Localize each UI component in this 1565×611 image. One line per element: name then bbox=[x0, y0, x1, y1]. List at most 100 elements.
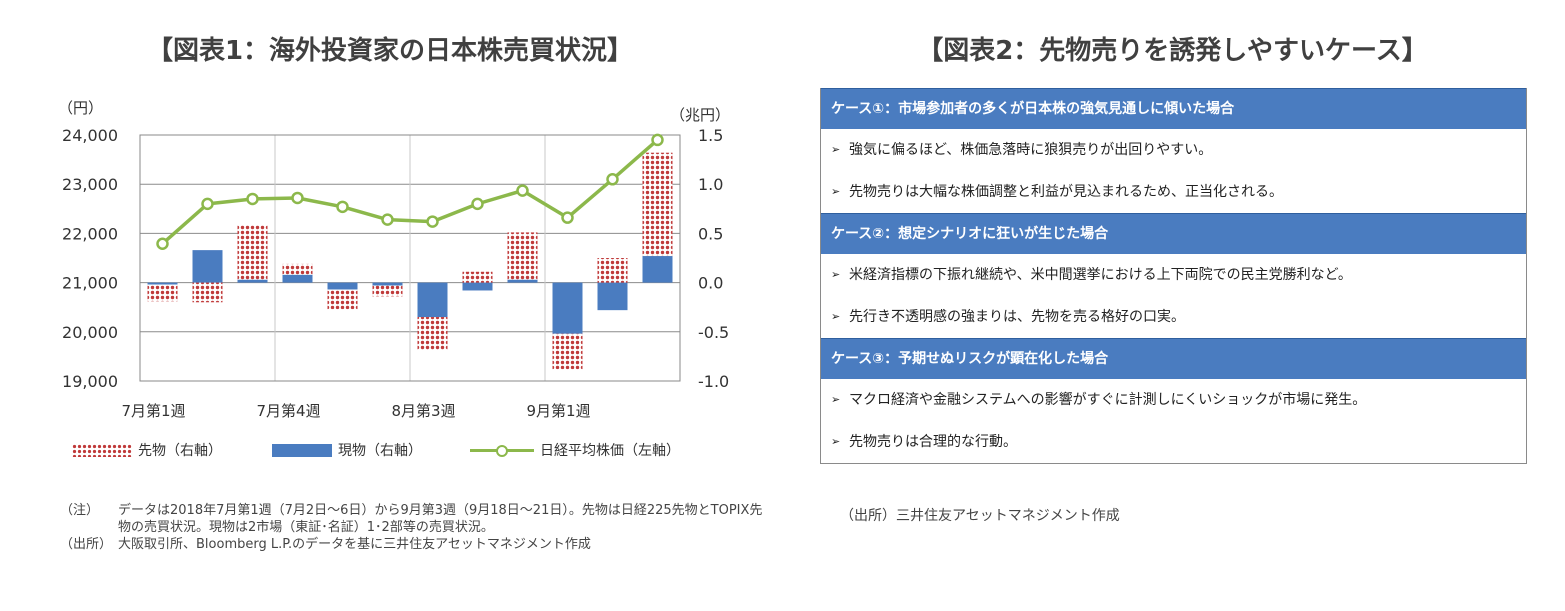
spot-bar bbox=[417, 282, 448, 318]
left-tick-label: 21,000 bbox=[62, 274, 118, 293]
futures-bar bbox=[372, 285, 403, 297]
arrow-bullet-icon: ➢ bbox=[831, 310, 841, 323]
right-tick-label: 0.0 bbox=[698, 274, 723, 293]
left-tick-label: 20,000 bbox=[62, 323, 118, 342]
spot-bar bbox=[282, 274, 313, 283]
futures-bar bbox=[552, 333, 583, 370]
legend-nikkei-label: 日経平均株価（左軸） bbox=[540, 443, 680, 459]
nikkei-point bbox=[651, 133, 664, 147]
futures-bar bbox=[237, 225, 268, 280]
left-tick-label: 22,000 bbox=[62, 224, 118, 243]
left-tick-label: 19,000 bbox=[62, 372, 118, 391]
x-tick-label: 7月第4週 bbox=[256, 402, 320, 420]
spot-bar bbox=[372, 282, 403, 286]
source-text: 大阪取引所、Bloomberg L.P.のデータを基に三井住友アセットマネジメン… bbox=[118, 537, 591, 552]
figure2-source: （出所）三井住友アセットマネジメント作成 bbox=[840, 508, 1120, 524]
x-tick-label: 9月第1週 bbox=[526, 402, 590, 420]
right-tick-label: -0.5 bbox=[698, 323, 729, 342]
x-tick-label: 8月第3週 bbox=[391, 402, 455, 420]
futures-bar bbox=[192, 282, 223, 303]
case-3-header: ケース③：予期せぬリスクが顕在化した場合 bbox=[821, 338, 1526, 379]
nikkei-swatch bbox=[470, 443, 534, 457]
note-label: （注） bbox=[60, 503, 100, 518]
chart-area: 19,000 20,000 21,000 22,000 23,000 24,000 -1.0… bbox=[58, 99, 730, 420]
spot-bar bbox=[552, 282, 583, 334]
case-2-body: ➢ 米経済指標の下振れ継続や、米中間選挙における上下両院での民主党勝利など。 ➢ 先… bbox=[821, 254, 1526, 338]
list-item: ➢ 先行き不透明感の強まりは、先物を売る格好の口実。 bbox=[831, 296, 1516, 338]
cases-table: ケース①：市場参加者の多くが日本株の強気見通しに傾いた場合 ➢ 強気に偏るほど、株… bbox=[820, 88, 1527, 464]
futures-bar bbox=[327, 289, 358, 310]
spot-swatch bbox=[272, 443, 332, 457]
futures-bar bbox=[417, 317, 448, 350]
left-tick-label: 24,000 bbox=[62, 126, 118, 145]
source-row: （出所） 大阪取引所、Bloomberg L.P.のデータを基に三井住友アセット… bbox=[60, 536, 770, 553]
spot-bar bbox=[642, 256, 673, 283]
x-tick-label: 7月第1週 bbox=[121, 402, 185, 420]
case-3-item-2: 先物売りは合理的な行動。 bbox=[849, 434, 1017, 450]
spot-bar bbox=[192, 250, 223, 283]
futures-bar bbox=[147, 284, 178, 302]
arrow-bullet-icon: ➢ bbox=[831, 185, 841, 198]
list-item: ➢ 先物売りは合理的な行動。 bbox=[831, 421, 1516, 463]
left-axis-unit: （円） bbox=[58, 99, 103, 117]
right-tick-label: -1.0 bbox=[698, 372, 729, 391]
nikkei-point bbox=[471, 197, 484, 211]
legend-spot: 現物（右軸） bbox=[272, 440, 422, 460]
case-2-header: ケース②：想定シナリオに狂いが生じた場合 bbox=[821, 213, 1526, 254]
case-2-item-1: 米経済指標の下振れ継続や、米中間選挙における上下両院での民主党勝利など。 bbox=[849, 267, 1352, 283]
right-tick-label: 1.0 bbox=[698, 175, 723, 194]
list-item: ➢ マクロ経済や金融システムへの影響がすぐに計測しにくいショックが市場に発生。 bbox=[831, 379, 1516, 421]
case-1-header: ケース①：市場参加者の多くが日本株の強気見通しに傾いた場合 bbox=[821, 88, 1526, 129]
nikkei-line bbox=[161, 138, 659, 246]
case-3-body: ➢ マクロ経済や金融システムへの影響がすぐに計測しにくいショックが市場に発生。 ➢… bbox=[821, 379, 1526, 463]
nikkei-point bbox=[336, 200, 349, 214]
futures-bar bbox=[462, 271, 493, 283]
legend-futures: 先物（右軸） bbox=[72, 440, 222, 460]
nikkei-point bbox=[291, 191, 304, 205]
nikkei-point bbox=[516, 184, 529, 197]
list-item: ➢ 米経済指標の下振れ継続や、米中間選挙における上下両院での民主党勝利など。 bbox=[831, 254, 1516, 296]
arrow-bullet-icon: ➢ bbox=[831, 393, 841, 406]
arrow-bullet-icon: ➢ bbox=[831, 143, 841, 156]
left-tick-label: 23,000 bbox=[62, 175, 118, 194]
nikkei-point bbox=[426, 215, 439, 228]
nikkei-point bbox=[246, 192, 259, 206]
case-1-body: ➢ 強気に偏るほど、株価急落時に狼狽売りが出回りやすい。 ➢ 先物売りは大幅な株価調… bbox=[821, 129, 1526, 213]
figure1-title: 【図表1：海外投資家の日本株売買状況】 bbox=[146, 36, 634, 66]
futures-swatch bbox=[72, 443, 132, 457]
list-item: ➢ 強気に偏るほど、株価急落時に狼狽売りが出回りやすい。 bbox=[831, 129, 1516, 171]
futures-bar bbox=[597, 258, 628, 283]
spot-bar bbox=[147, 282, 178, 285]
spot-bar bbox=[507, 279, 538, 283]
case-2-item-2: 先行き不透明感の強まりは、先物を売る格好の口実。 bbox=[849, 309, 1185, 325]
arrow-bullet-icon: ➢ bbox=[831, 268, 841, 281]
note-text: データは2018年7月第1週（7月2日～6日）から9月第3週（9月18日～21日… bbox=[118, 503, 763, 535]
spot-bar bbox=[597, 282, 628, 311]
nikkei-point bbox=[156, 237, 169, 250]
plot-frame bbox=[139, 134, 681, 382]
figure1-notes: （注） データは2018年7月第1週（7月2日～6日）から9月第3週（9月18日… bbox=[60, 502, 770, 553]
legend-spot-label: 現物（右軸） bbox=[338, 443, 422, 459]
case-3-item-1: マクロ経済や金融システムへの影響がすぐに計測しにくいショックが市場に発生。 bbox=[849, 392, 1367, 408]
futures-bar bbox=[642, 152, 673, 257]
arrow-bullet-icon: ➢ bbox=[831, 435, 841, 448]
nikkei-point bbox=[201, 197, 214, 211]
right-tick-label: 1.5 bbox=[698, 126, 723, 145]
nikkei-point bbox=[381, 213, 394, 226]
note-row: （注） データは2018年7月第1週（7月2日～6日）から9月第3週（9月18日… bbox=[60, 502, 770, 536]
futures-bar bbox=[507, 232, 538, 280]
right-axis-unit: （兆円） bbox=[670, 106, 730, 124]
spot-bar bbox=[462, 282, 493, 291]
spot-bar bbox=[237, 279, 268, 283]
spot-bar bbox=[327, 282, 358, 290]
case-1-item-2: 先物売りは大幅な株価調整と利益が見込まれるため、正当化される。 bbox=[849, 184, 1283, 200]
legend-nikkei: 日経平均株価（左軸） bbox=[470, 440, 680, 460]
source-label: （出所） bbox=[60, 537, 113, 552]
nikkei-point bbox=[561, 211, 574, 224]
case-1-item-1: 強気に偏るほど、株価急落時に狼狽売りが出回りやすい。 bbox=[849, 142, 1213, 158]
right-tick-label: 0.5 bbox=[698, 224, 723, 243]
list-item: ➢ 先物売りは大幅な株価調整と利益が見込まれるため、正当化される。 bbox=[831, 171, 1516, 213]
legend-futures-label: 先物（右軸） bbox=[138, 443, 222, 459]
futures-bar bbox=[282, 263, 313, 275]
figure2-title: 【図表2：先物売りを誘発しやすいケース】 bbox=[917, 36, 1428, 66]
